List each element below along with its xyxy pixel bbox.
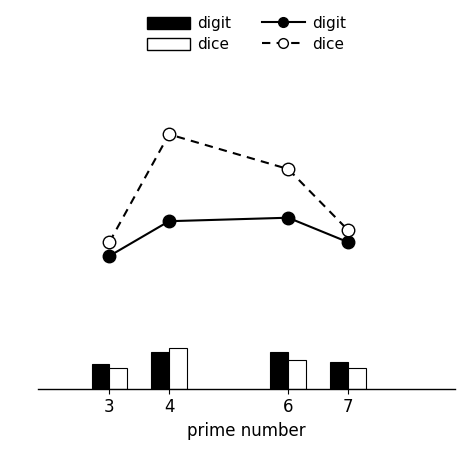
Bar	[91, 365, 109, 389]
Bar	[270, 352, 288, 389]
Bar	[169, 348, 187, 389]
Legend: digit, dice, digit, dice: digit, dice, digit, dice	[141, 10, 352, 58]
Bar	[151, 352, 169, 389]
Bar	[288, 360, 306, 389]
Bar	[330, 362, 348, 389]
Bar	[348, 368, 365, 389]
X-axis label: prime number: prime number	[187, 422, 306, 440]
Bar	[109, 368, 128, 389]
